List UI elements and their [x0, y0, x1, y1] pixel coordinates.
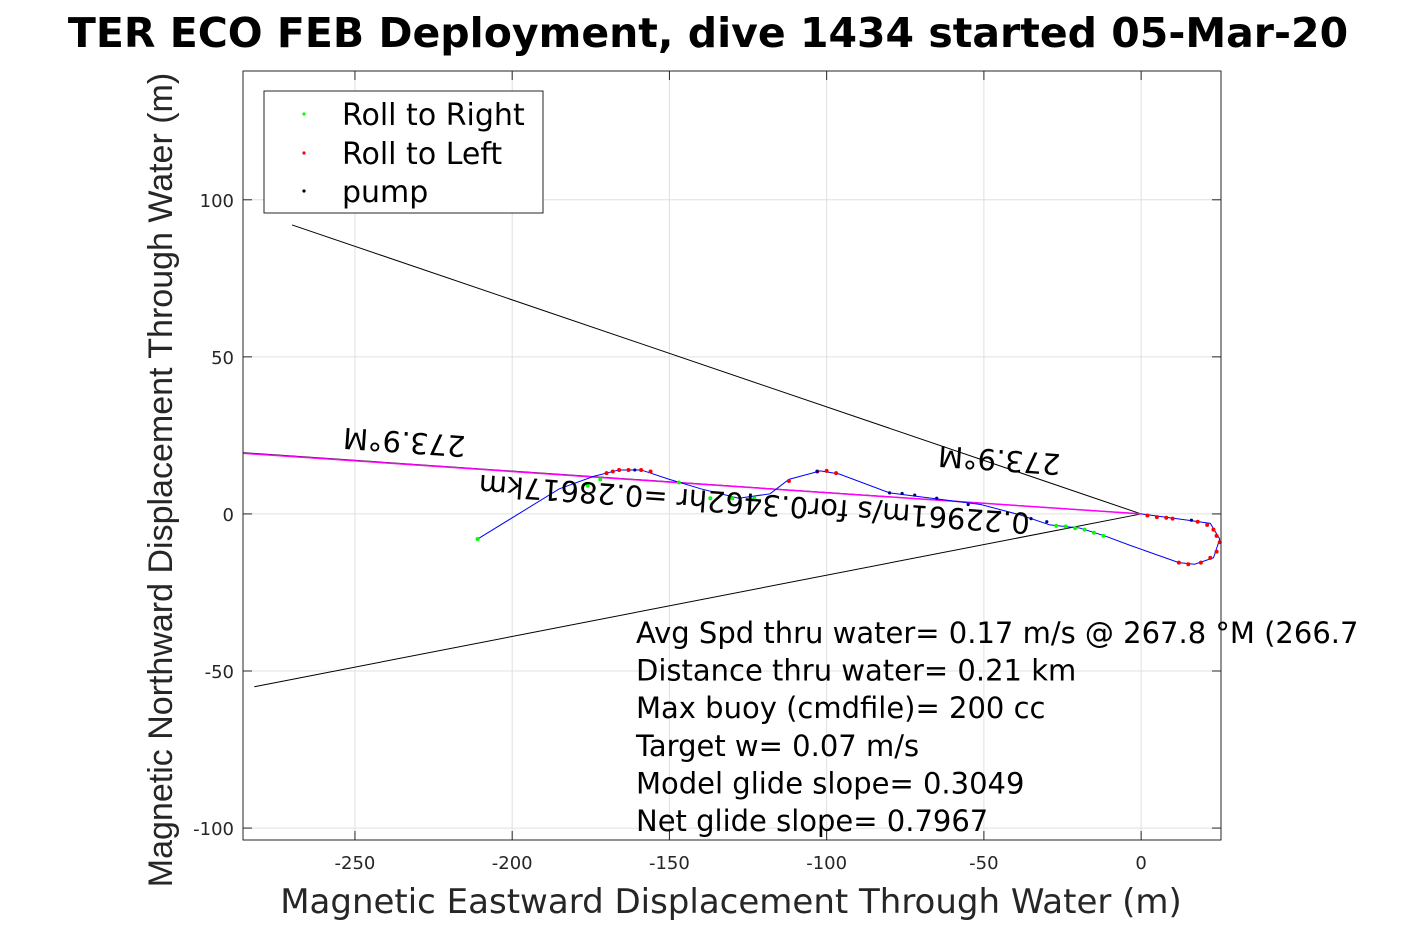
marker-right: [730, 496, 735, 501]
x-axis-label: Magnetic Eastward Displacement Through W…: [280, 882, 1182, 922]
marker-left: [1164, 515, 1169, 520]
marker-pump: [887, 491, 892, 495]
heading-line-upper: [291, 224, 1142, 515]
legend-label-roll-right: Roll to Right: [342, 98, 525, 133]
legend: Roll to Right Roll to Left pump: [263, 90, 544, 214]
marker-pump: [815, 469, 819, 474]
marker-left: [617, 467, 622, 472]
legend-marker-roll-right: [302, 112, 306, 116]
y-tick-label: 50: [211, 348, 234, 369]
marker-left: [1214, 549, 1219, 554]
y-tick-label: 100: [200, 191, 234, 212]
marker-right: [598, 477, 603, 482]
x-tick-label: -50: [969, 853, 998, 874]
marker-pump: [998, 510, 1002, 514]
marker-right: [752, 496, 757, 501]
legend-label-pump: pump: [342, 175, 428, 210]
marker-left: [604, 471, 609, 476]
x-tick-label: -150: [649, 853, 690, 874]
marker-left: [648, 469, 653, 474]
x-tick-label: -250: [335, 853, 376, 874]
marker-right: [1101, 533, 1106, 538]
marker-pump: [913, 493, 917, 497]
marker-left: [786, 478, 791, 483]
info-line: Target w= 0.07 m/s: [635, 729, 919, 763]
marker-pump: [935, 496, 939, 500]
marker-pump: [1189, 518, 1194, 522]
marker-left: [1208, 555, 1213, 560]
info-line: Distance thru water= 0.21 km: [636, 654, 1076, 688]
marker-right: [708, 496, 713, 501]
marker-right: [1091, 530, 1096, 535]
info-line: Avg Spd thru water= 0.17 m/s @ 267.8 °M …: [636, 616, 1358, 650]
marker-right: [585, 483, 590, 488]
axes-box: [242, 70, 1222, 841]
info-line: Net glide slope= 0.7967: [636, 804, 988, 838]
marker-left: [824, 468, 829, 473]
x-tick-label: -100: [806, 853, 847, 874]
marker-left: [1186, 562, 1191, 567]
marker-left: [1211, 527, 1216, 532]
info-line: Max buoy (cmdfile)= 200 cc: [636, 691, 1045, 725]
marker-left: [639, 467, 644, 472]
marker-left: [1176, 560, 1181, 565]
current-line: [242, 452, 1142, 515]
chart-title: TER ECO FEB Deployment, dive 1434 starte…: [68, 9, 1348, 57]
marker-left: [1205, 522, 1210, 527]
marker-left: [1198, 560, 1203, 565]
marker-pump: [900, 491, 904, 496]
marker-left: [834, 471, 839, 476]
marker-pump: [633, 468, 637, 472]
marker-right: [475, 537, 480, 542]
y-axis-label: Magnetic Northward Displacement Through …: [142, 73, 180, 887]
marker-right: [1054, 523, 1059, 528]
legend-marker-pump: [302, 189, 306, 193]
marker-right: [1073, 526, 1078, 531]
info-line: Model glide slope= 0.3049: [636, 766, 1024, 800]
marker-left: [1195, 519, 1200, 524]
marker-left: [1214, 533, 1219, 538]
marker-left: [1145, 513, 1150, 518]
marker-right: [676, 480, 681, 485]
marker-left: [610, 469, 615, 474]
legend-marker-roll-left: [302, 151, 306, 155]
marker-pump: [966, 502, 970, 507]
legend-label-roll-left: Roll to Left: [342, 137, 502, 172]
ticks: -250 -200 -150 -100 -50 0 -100 -50 0 50 100: [193, 71, 1221, 874]
marker-right: [1082, 527, 1087, 532]
info-text: Avg Spd thru water= 0.17 m/s @ 267.8 °M …: [635, 616, 1358, 838]
y-tick-label: -50: [205, 662, 234, 683]
marker-left: [1154, 515, 1159, 520]
x-tick-label: -200: [492, 853, 533, 874]
plot-lines: [242, 224, 1222, 688]
y-tick-label: -100: [193, 819, 234, 840]
x-tick-label: 0: [1135, 853, 1146, 874]
marker-right: [1063, 524, 1068, 529]
marker-pump: [1045, 520, 1049, 524]
marker-pump: [1029, 517, 1033, 521]
grid: [243, 71, 1221, 840]
heading-line-lower: [254, 513, 1142, 688]
marker-left: [1170, 516, 1175, 521]
y-tick-label: 0: [223, 505, 234, 526]
marker-left: [626, 467, 631, 472]
